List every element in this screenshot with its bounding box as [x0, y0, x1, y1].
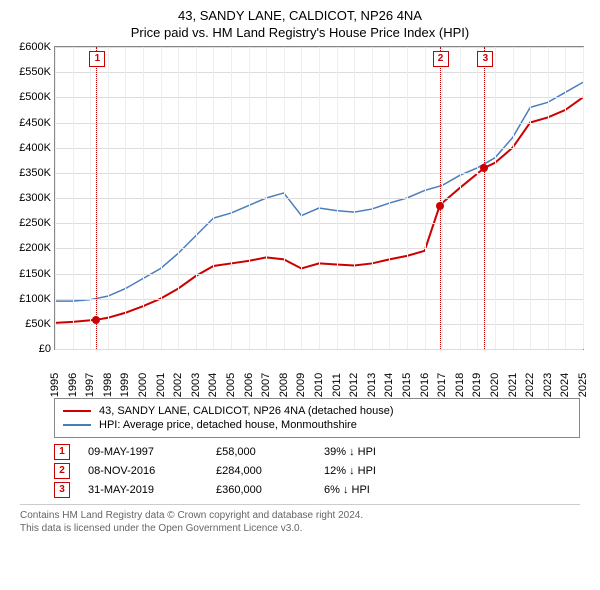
y-tick-label: £200K — [19, 242, 51, 254]
x-tick-label: 1999 — [119, 373, 131, 397]
page: 43, SANDY LANE, CALDICOT, NP26 4NA Price… — [0, 0, 600, 590]
marker-box: 3 — [477, 51, 493, 67]
tx-date: 08-NOV-2016 — [88, 465, 198, 477]
x-tick-label: 2023 — [542, 373, 554, 397]
legend-row: HPI: Average price, detached house, Monm… — [63, 419, 571, 431]
x-tick-label: 2000 — [137, 373, 149, 397]
y-tick-label: £50K — [25, 318, 51, 330]
x-tick-label: 2024 — [559, 373, 571, 397]
y-tick-label: £450K — [19, 117, 51, 129]
attribution-line1: Contains HM Land Registry data © Crown c… — [20, 509, 580, 522]
x-tick-label: 2020 — [489, 373, 501, 397]
plot-area: £0£50K£100K£150K£200K£250K£300K£350K£400… — [54, 46, 584, 350]
y-tick-label: £100K — [19, 293, 51, 305]
x-tick-label: 2002 — [172, 373, 184, 397]
marker-vline — [484, 47, 485, 349]
legend-label: 43, SANDY LANE, CALDICOT, NP26 4NA (deta… — [99, 405, 394, 417]
y-tick-label: £350K — [19, 167, 51, 179]
marker-box: 1 — [54, 444, 70, 460]
x-tick-label: 2012 — [348, 373, 360, 397]
page-title: 43, SANDY LANE, CALDICOT, NP26 4NA — [10, 8, 590, 23]
x-tick-label: 1996 — [67, 373, 79, 397]
y-tick-label: £550K — [19, 66, 51, 78]
marker-box: 2 — [433, 51, 449, 67]
page-subtitle: Price paid vs. HM Land Registry's House … — [10, 25, 590, 40]
x-tick-label: 2007 — [260, 373, 272, 397]
legend-swatch — [63, 410, 91, 412]
x-tick-label: 2017 — [436, 373, 448, 397]
attribution-line2: This data is licensed under the Open Gov… — [20, 522, 580, 535]
tx-diff: 12% ↓ HPI — [324, 465, 434, 477]
x-tick-label: 2008 — [278, 373, 290, 397]
tx-price: £58,000 — [216, 446, 306, 458]
marker-box: 2 — [54, 463, 70, 479]
chart: £0£50K£100K£150K£200K£250K£300K£350K£400… — [10, 46, 590, 392]
x-tick-label: 2016 — [419, 373, 431, 397]
tx-diff: 6% ↓ HPI — [324, 484, 434, 496]
transactions-table: 1 09-MAY-1997 £58,000 39% ↓ HPI 2 08-NOV-2016… — [54, 444, 580, 498]
table-row: 1 09-MAY-1997 £58,000 39% ↓ HPI — [54, 444, 580, 460]
marker-box: 3 — [54, 482, 70, 498]
x-tick-label: 2003 — [190, 373, 202, 397]
table-row: 3 31-MAY-2019 £360,000 6% ↓ HPI — [54, 482, 580, 498]
tx-date: 31-MAY-2019 — [88, 484, 198, 496]
table-row: 2 08-NOV-2016 £284,000 12% ↓ HPI — [54, 463, 580, 479]
legend: 43, SANDY LANE, CALDICOT, NP26 4NA (deta… — [54, 398, 580, 438]
y-tick-label: £500K — [19, 91, 51, 103]
marker-vline — [96, 47, 97, 349]
x-tick-label: 2011 — [331, 373, 343, 397]
x-tick-label: 2009 — [295, 373, 307, 397]
tx-price: £284,000 — [216, 465, 306, 477]
y-tick-label: £300K — [19, 192, 51, 204]
x-tick-label: 1998 — [102, 373, 114, 397]
marker-dot — [480, 164, 488, 172]
x-tick-label: 2018 — [454, 373, 466, 397]
marker-dot — [92, 316, 100, 324]
marker-vline — [440, 47, 441, 349]
legend-label: HPI: Average price, detached house, Monm… — [99, 419, 357, 431]
x-tick-label: 2006 — [243, 373, 255, 397]
x-tick-label: 2004 — [207, 373, 219, 397]
attribution: Contains HM Land Registry data © Crown c… — [20, 504, 580, 535]
x-tick-label: 2005 — [225, 373, 237, 397]
x-tick-label: 2015 — [401, 373, 413, 397]
x-tick-label: 2025 — [577, 373, 589, 397]
x-tick-label: 2001 — [155, 373, 167, 397]
marker-dot — [436, 202, 444, 210]
y-tick-label: £150K — [19, 268, 51, 280]
x-tick-label: 2010 — [313, 373, 325, 397]
tx-diff: 39% ↓ HPI — [324, 446, 434, 458]
x-tick-label: 2013 — [366, 373, 378, 397]
x-tick-label: 2019 — [471, 373, 483, 397]
tx-price: £360,000 — [216, 484, 306, 496]
tx-date: 09-MAY-1997 — [88, 446, 198, 458]
legend-row: 43, SANDY LANE, CALDICOT, NP26 4NA (deta… — [63, 405, 571, 417]
y-tick-label: £400K — [19, 142, 51, 154]
marker-box: 1 — [89, 51, 105, 67]
x-tick-label: 2021 — [507, 373, 519, 397]
legend-swatch — [63, 424, 91, 426]
x-tick-label: 1995 — [49, 373, 61, 397]
x-tick-label: 2014 — [383, 373, 395, 397]
x-tick-label: 1997 — [84, 373, 96, 397]
y-tick-label: £600K — [19, 41, 51, 53]
x-tick-label: 2022 — [524, 373, 536, 397]
y-tick-label: £250K — [19, 217, 51, 229]
